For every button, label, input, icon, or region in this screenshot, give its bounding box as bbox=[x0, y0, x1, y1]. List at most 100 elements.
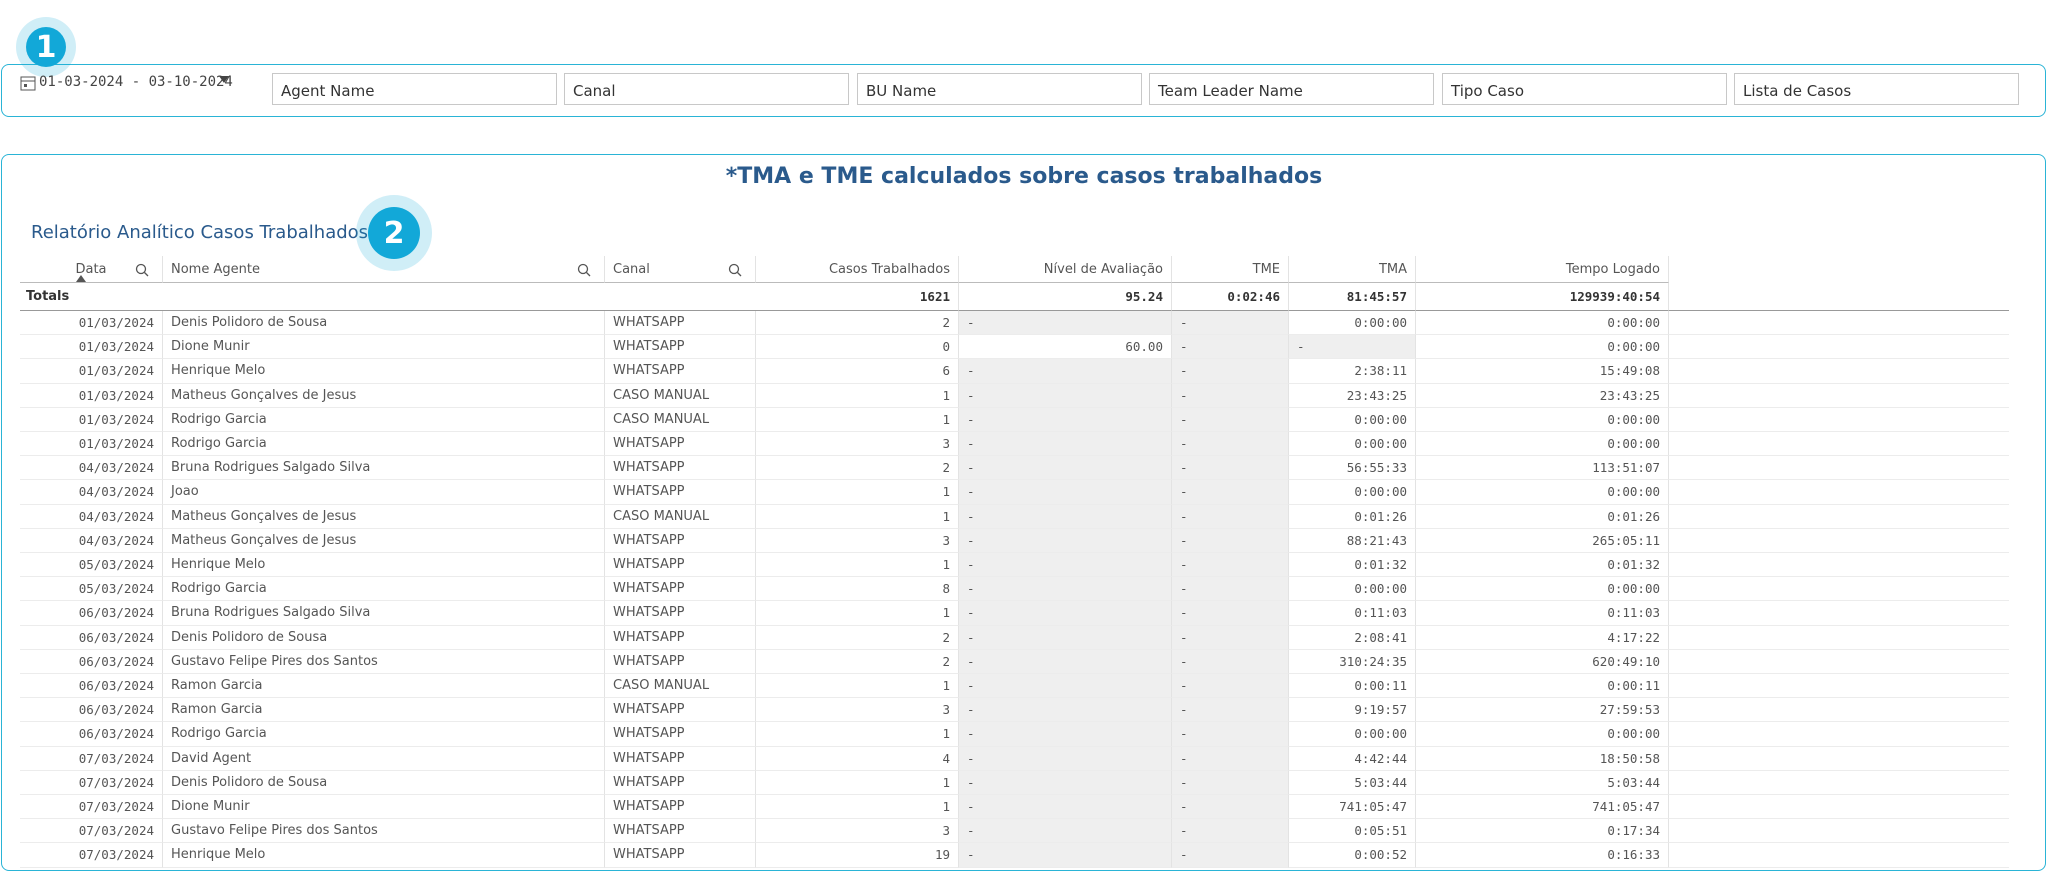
row-filler bbox=[1669, 359, 2009, 384]
filter-field[interactable]: Tipo Caso bbox=[1442, 73, 1727, 105]
column-header[interactable]: Nome Agente bbox=[163, 256, 605, 283]
table-cell: Henrique Melo bbox=[163, 359, 605, 384]
column-header[interactable]: TMA bbox=[1289, 256, 1416, 283]
table-cell: - bbox=[959, 504, 1172, 529]
table-cell: WHATSAPP bbox=[605, 601, 756, 626]
date-range[interactable]: 01-03-2024 - 03-10-2024 bbox=[39, 74, 233, 90]
table-cell: - bbox=[959, 698, 1172, 723]
table-cell: 310:24:35 bbox=[1289, 649, 1416, 674]
table-cell: 6 bbox=[756, 359, 959, 384]
table-cell: - bbox=[959, 649, 1172, 674]
row-filler bbox=[1669, 480, 2009, 505]
row-filler bbox=[1669, 843, 2009, 868]
column-header[interactable]: Canal bbox=[605, 256, 756, 283]
table-cell: - bbox=[1172, 843, 1289, 868]
table-cell: 620:49:10 bbox=[1416, 649, 1669, 674]
panel-title: *TMA e TME calculados sobre casos trabal… bbox=[725, 164, 1323, 189]
table-cell: - bbox=[1172, 359, 1289, 384]
filter-field[interactable]: Lista de Casos bbox=[1734, 73, 2019, 105]
table-cell: 741:05:47 bbox=[1289, 795, 1416, 820]
table-cell: 0:00:00 bbox=[1289, 577, 1416, 602]
column-header[interactable]: TME bbox=[1172, 256, 1289, 283]
table-cell: 07/03/2024 bbox=[20, 770, 163, 795]
table-cell: 06/03/2024 bbox=[20, 625, 163, 650]
table-cell: - bbox=[959, 625, 1172, 650]
column-header[interactable]: Nível de Avaliação bbox=[959, 256, 1172, 283]
table-cell: - bbox=[1172, 383, 1289, 408]
table-cell: 0:00:52 bbox=[1289, 843, 1416, 868]
table-cell: 06/03/2024 bbox=[20, 722, 163, 747]
table-cell: WHATSAPP bbox=[605, 698, 756, 723]
row-filler bbox=[1669, 747, 2009, 771]
table-cell: Ramon Garcia bbox=[163, 698, 605, 723]
filter-field[interactable]: Canal bbox=[564, 73, 849, 105]
table-cell: WHATSAPP bbox=[605, 553, 756, 578]
table-cell: 23:43:25 bbox=[1416, 383, 1669, 408]
filter-field[interactable]: Team Leader Name bbox=[1149, 73, 1434, 105]
filter-field[interactable]: BU Name bbox=[857, 73, 1142, 105]
row-filler bbox=[1669, 311, 2009, 336]
step-badge: 2 bbox=[368, 207, 420, 259]
search-icon[interactable] bbox=[728, 263, 742, 277]
table-cell: Joao bbox=[163, 480, 605, 505]
table-cell: Bruna Rodrigues Salgado Silva bbox=[163, 456, 605, 481]
table-cell: Rodrigo Garcia bbox=[163, 407, 605, 432]
step-badge: 1 bbox=[26, 27, 66, 67]
table-cell: - bbox=[1172, 795, 1289, 820]
row-filler bbox=[1669, 553, 2009, 578]
table-cell: 18:50:58 bbox=[1416, 746, 1669, 771]
table-title: Relatório Analítico Casos Trabalhados bbox=[31, 222, 369, 243]
table-cell: 0:01:26 bbox=[1289, 504, 1416, 529]
table-cell: - bbox=[1172, 528, 1289, 553]
table-cell: WHATSAPP bbox=[605, 456, 756, 481]
table-cell: 01/03/2024 bbox=[20, 407, 163, 432]
search-icon[interactable] bbox=[135, 263, 149, 277]
table-cell: - bbox=[959, 843, 1172, 868]
calendar-icon bbox=[20, 76, 36, 91]
table-cell: 4:42:44 bbox=[1289, 746, 1416, 771]
table-cell: 1 bbox=[756, 795, 959, 820]
table-cell: 04/03/2024 bbox=[20, 456, 163, 481]
table-panel bbox=[1, 154, 2046, 871]
table-cell: 0:00:00 bbox=[1289, 480, 1416, 505]
table-cell: 1 bbox=[756, 407, 959, 432]
table-cell: 0:00:00 bbox=[1416, 722, 1669, 747]
table-cell: - bbox=[959, 383, 1172, 408]
table-cell: 07/03/2024 bbox=[20, 843, 163, 868]
table-cell: Gustavo Felipe Pires dos Santos bbox=[163, 819, 605, 844]
table-cell: - bbox=[1172, 577, 1289, 602]
column-header[interactable]: Data bbox=[20, 256, 163, 283]
table-cell: Denis Polidoro de Sousa bbox=[163, 311, 605, 336]
table-cell: 15:49:08 bbox=[1416, 359, 1669, 384]
filter-field[interactable]: Agent Name bbox=[272, 73, 557, 105]
table-cell: - bbox=[959, 359, 1172, 384]
search-icon[interactable] bbox=[577, 263, 591, 277]
table-cell: 265:05:11 bbox=[1416, 528, 1669, 553]
row-filler bbox=[1669, 626, 2009, 650]
filter-bar bbox=[1, 64, 2046, 117]
column-header[interactable]: Tempo Logado bbox=[1416, 256, 1669, 283]
table-cell: 1 bbox=[756, 601, 959, 626]
table-cell: Rodrigo Garcia bbox=[163, 577, 605, 602]
table-cell: 56:55:33 bbox=[1289, 456, 1416, 481]
table-cell: WHATSAPP bbox=[605, 795, 756, 820]
table-cell: 0:01:32 bbox=[1289, 553, 1416, 578]
table-cell: WHATSAPP bbox=[605, 335, 756, 360]
totals-cell: 1621 bbox=[756, 283, 959, 311]
table-cell: WHATSAPP bbox=[605, 577, 756, 602]
row-filler bbox=[1669, 650, 2009, 674]
row-filler bbox=[1669, 384, 2009, 408]
row-filler bbox=[1669, 408, 2009, 432]
table-cell: - bbox=[959, 311, 1172, 336]
dropdown-arrow[interactable] bbox=[218, 75, 230, 85]
table-cell: 1 bbox=[756, 770, 959, 795]
table-cell: - bbox=[959, 432, 1172, 457]
column-header[interactable]: Casos Trabalhados bbox=[756, 256, 959, 283]
table-cell: - bbox=[1172, 407, 1289, 432]
table-cell: 23:43:25 bbox=[1289, 383, 1416, 408]
table-cell: - bbox=[1172, 504, 1289, 529]
table-cell: WHATSAPP bbox=[605, 625, 756, 650]
table-cell: 2 bbox=[756, 311, 959, 336]
table-cell: - bbox=[959, 456, 1172, 481]
